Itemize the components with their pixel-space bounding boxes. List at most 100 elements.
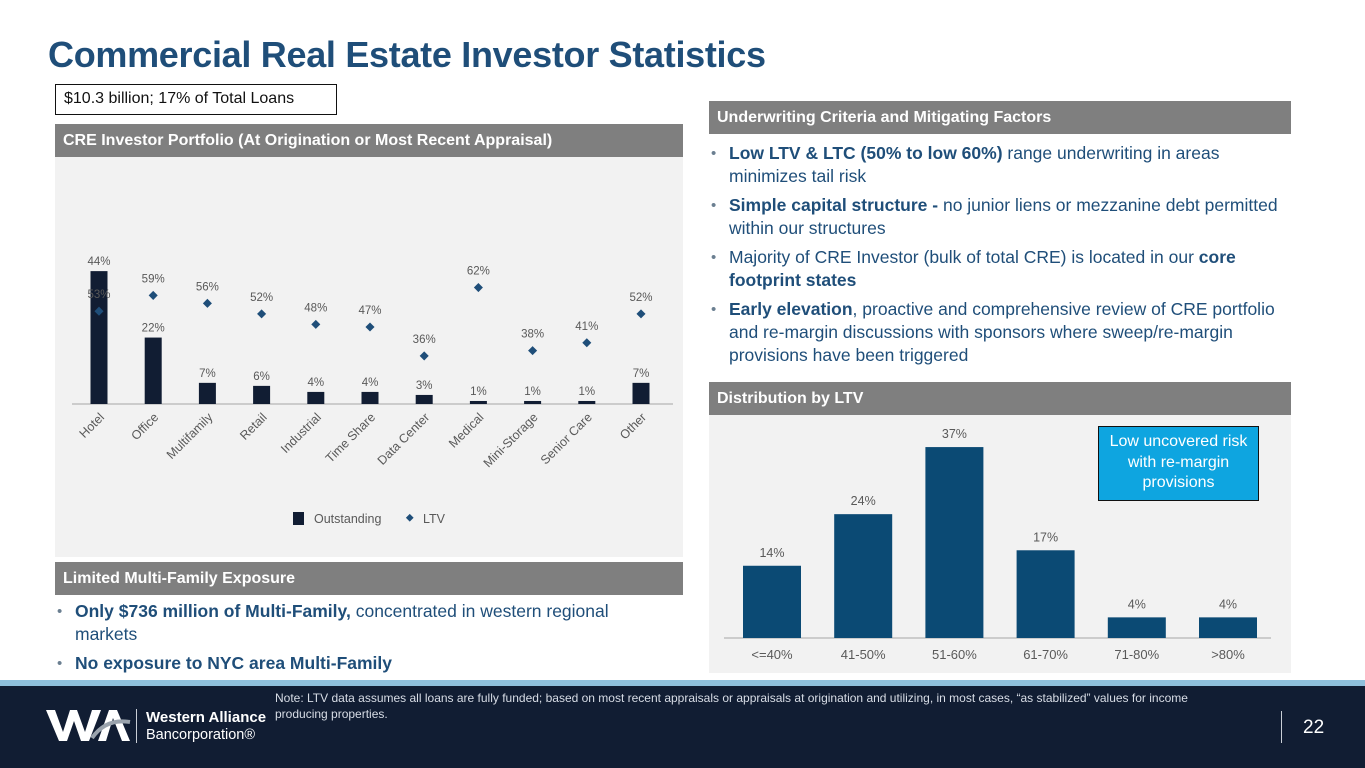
ltv-data-label: 53% xyxy=(87,289,110,301)
footnote: Note: LTV data assumes all loans are ful… xyxy=(275,691,1188,721)
ltv-marker xyxy=(582,338,592,348)
category-tick-label: Retail xyxy=(237,410,270,443)
category-tick-label: Time Share xyxy=(323,410,378,465)
category-tick-label: Data Center xyxy=(375,410,433,468)
outstanding-data-label: 4% xyxy=(307,377,324,389)
bullet-text: no junior liens or mezzanine debt permit… xyxy=(729,195,1278,238)
legend-outstanding-label: Outstanding xyxy=(314,512,381,526)
outstanding-data-label: 7% xyxy=(633,368,650,380)
page-number: 22 xyxy=(1303,717,1325,738)
ltv-marker xyxy=(528,346,538,356)
portfolio-chart: 44% 53% Hotel 22% 59% Office 7% 56% Multifamily 6… xyxy=(72,256,673,526)
bullet-text: Majority of CRE Investor (bulk of total … xyxy=(729,247,1199,267)
bullet-icon: • xyxy=(711,249,717,266)
ltv-category-tick-label: 41-50% xyxy=(841,647,886,662)
company-subname: Bancorporation® xyxy=(146,727,256,743)
callout-box: Low uncovered risk with re-margin provis… xyxy=(1098,426,1259,501)
outstanding-data-label: 1% xyxy=(470,386,487,398)
underwriting-bullet: • Majority of CRE Investor (bulk of total… xyxy=(709,246,1279,292)
outstanding-data-label: 7% xyxy=(199,368,216,380)
ltv-bar xyxy=(925,447,984,638)
multifamily-bullet: • No exposure to NYC area Multi-Family xyxy=(55,652,675,675)
ltv-marker xyxy=(636,309,646,319)
ltv-data-label: 48% xyxy=(304,302,327,314)
ltv-data-label: 52% xyxy=(250,292,273,304)
outstanding-data-label: 6% xyxy=(253,371,270,383)
ltv-bar-data-label: 14% xyxy=(759,546,784,560)
bullet-bold: No exposure to NYC area Multi-Family xyxy=(75,653,393,673)
bullet-bold: core footprint states xyxy=(729,247,1236,290)
underwriting-bullets: • Low LTV & LTC (50% to low 60%) range un… xyxy=(709,142,1279,373)
ltv-chart: 14% <=40% 24% 41-50% 37% 51-60% 17% 61-70% 4% 71-… xyxy=(724,427,1271,662)
ltv-marker xyxy=(311,319,321,329)
category-tick-label: Other xyxy=(617,410,649,442)
ltv-marker xyxy=(473,283,483,293)
outstanding-bar xyxy=(469,400,487,404)
outstanding-bar xyxy=(524,400,542,404)
outstanding-bar xyxy=(90,271,108,404)
underwriting-section-header: Underwriting Criteria and Mitigating Fac… xyxy=(709,101,1291,134)
bullet-icon: • xyxy=(711,197,717,214)
ltv-bar xyxy=(1016,550,1075,638)
outstanding-data-label: 1% xyxy=(524,386,541,398)
outstanding-data-label: 44% xyxy=(87,256,110,268)
bullet-bold: Early elevation xyxy=(729,299,853,319)
ltv-data-label: 41% xyxy=(575,321,598,333)
ltv-bar-data-label: 4% xyxy=(1128,597,1146,611)
ltv-category-tick-label: 61-70% xyxy=(1023,647,1068,662)
underwriting-bullet: • Early elevation, proactive and comprehe… xyxy=(709,298,1279,367)
ltv-data-label: 52% xyxy=(629,292,652,304)
ltv-data-label: 59% xyxy=(142,273,165,285)
multifamily-bullet: • Only $736 million of Multi-Family, conc… xyxy=(55,600,675,646)
underwriting-bullet: • Low LTV & LTC (50% to low 60%) range un… xyxy=(709,142,1279,188)
ltv-bar xyxy=(1107,617,1166,638)
ltv-data-label: 36% xyxy=(413,334,436,346)
ltv-category-tick-label: <=40% xyxy=(751,647,793,662)
ltv-bar xyxy=(743,565,801,638)
bullet-bold: Only $736 million of Multi-Family, xyxy=(75,601,351,621)
bullet-icon: • xyxy=(57,603,63,620)
ltv-bar-data-label: 37% xyxy=(942,427,967,441)
underwriting-bullet: • Simple capital structure - no junior li… xyxy=(709,194,1279,240)
category-tick-label: Office xyxy=(128,410,161,443)
ltv-section-header: Distribution by LTV xyxy=(709,382,1291,415)
ltv-marker xyxy=(148,290,158,300)
outstanding-bar xyxy=(578,400,596,404)
summary-box: $10.3 billion; 17% of Total Loans xyxy=(55,84,337,115)
page-number-divider xyxy=(1281,711,1282,743)
bullet-icon: • xyxy=(57,655,63,672)
portfolio-chart-panel: 44% 53% Hotel 22% 59% Office 7% 56% Multifamily 6… xyxy=(55,157,683,557)
ltv-bar xyxy=(834,514,893,638)
ltv-marker xyxy=(202,298,212,308)
bullet-text: concentrated in western regional markets xyxy=(75,601,609,644)
category-tick-label: Medical xyxy=(446,410,486,450)
multifamily-section-header: Limited Multi-Family Exposure xyxy=(55,562,683,595)
ltv-bar-data-label: 4% xyxy=(1219,597,1237,611)
legend-ltv-marker xyxy=(405,513,414,522)
ltv-data-label: 56% xyxy=(196,281,219,293)
page-title: Commercial Real Estate Investor Statisti… xyxy=(48,34,766,75)
outstanding-data-label: 1% xyxy=(578,386,595,398)
legend-outstanding-swatch xyxy=(293,512,304,525)
outstanding-bar xyxy=(144,337,162,404)
outstanding-data-label: 3% xyxy=(416,380,433,392)
logo-divider xyxy=(136,709,137,743)
outstanding-data-label: 22% xyxy=(142,323,165,335)
outstanding-bar xyxy=(632,382,650,404)
outstanding-bar xyxy=(361,391,379,404)
category-tick-label: Industrial xyxy=(278,410,324,456)
ltv-data-label: 47% xyxy=(358,305,381,317)
category-tick-label: Hotel xyxy=(77,410,108,441)
portfolio-section-header: CRE Investor Portfolio (At Origination o… xyxy=(55,124,683,157)
bullet-bold: Low LTV & LTC (50% to low 60%) xyxy=(729,143,1003,163)
category-tick-label: Senior Care xyxy=(538,410,595,467)
outstanding-bar xyxy=(198,382,216,404)
bullet-icon: • xyxy=(711,301,717,318)
ltv-bar-data-label: 24% xyxy=(851,494,876,508)
ltv-data-label: 38% xyxy=(521,329,544,341)
ltv-category-tick-label: 71-80% xyxy=(1114,647,1159,662)
ltv-data-label: 62% xyxy=(467,266,490,278)
ltv-category-tick-label: >80% xyxy=(1211,647,1245,662)
ltv-bar-data-label: 17% xyxy=(1033,530,1058,544)
outstanding-bar xyxy=(253,385,271,404)
